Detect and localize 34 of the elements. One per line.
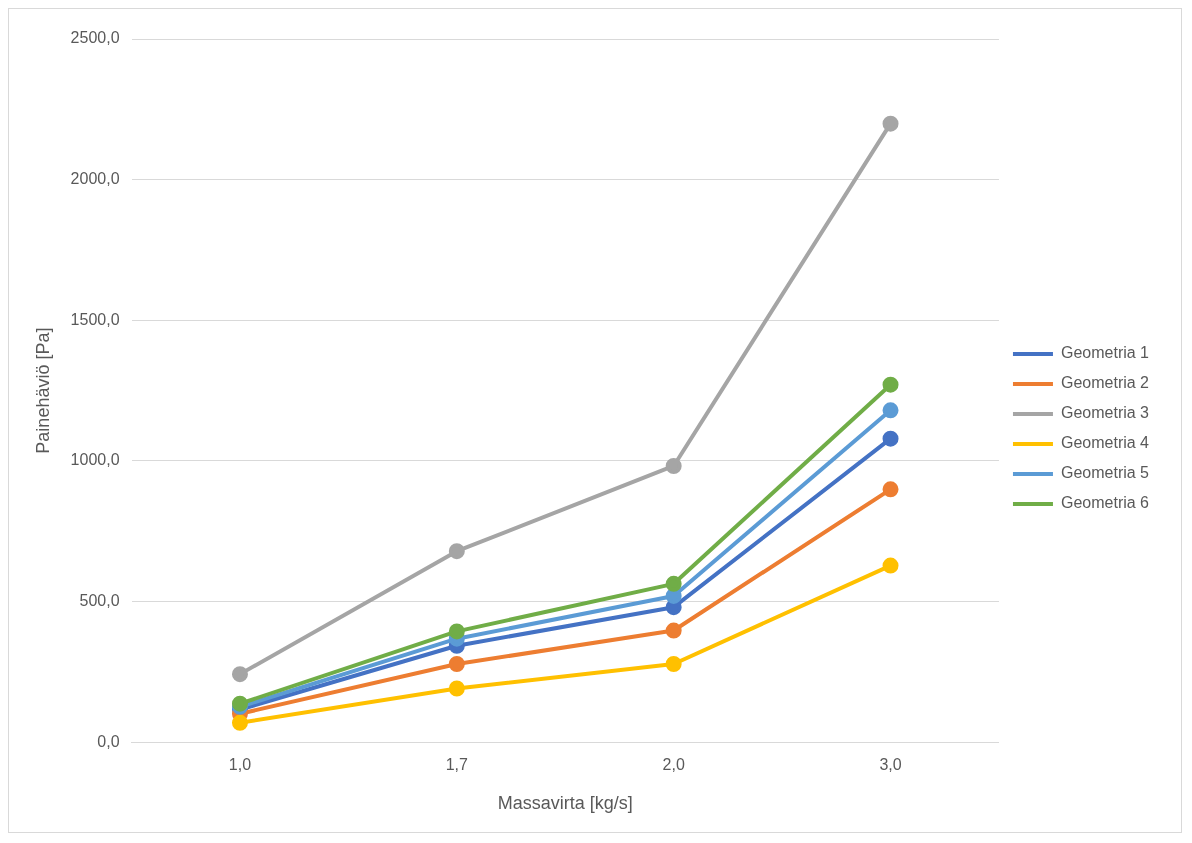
x-axis-title: Massavirta [kg/s]	[497, 793, 633, 814]
point	[882, 430, 899, 447]
legend-label: Geometria 5	[1060, 464, 1150, 482]
y-tick-label: 500,0	[79, 591, 120, 609]
point	[231, 714, 248, 731]
point	[448, 623, 465, 640]
x-tick-label: 3,0	[879, 756, 902, 774]
y-tick-label: 2000,0	[70, 170, 120, 188]
point	[882, 557, 899, 574]
point	[665, 575, 682, 592]
legend-label: Geometria 6	[1060, 494, 1150, 512]
point	[882, 376, 899, 393]
legend-label: Geometria 2	[1060, 374, 1150, 392]
x-tick-label: 2,0	[662, 756, 685, 774]
y-tick-label: 1500,0	[70, 310, 120, 328]
x-tick-label: 1,0	[228, 756, 252, 774]
y-tick-label: 1000,0	[70, 451, 120, 469]
y-axis-title: Painehäviö [Pa]	[32, 327, 53, 454]
point	[665, 656, 682, 672]
legend-label: Geometria 1	[1060, 344, 1150, 362]
point	[882, 115, 899, 132]
x-tick-label: 1,7	[445, 756, 469, 774]
point	[448, 543, 465, 560]
y-tick-label: 0,0	[97, 732, 120, 750]
point	[231, 666, 248, 683]
point	[448, 680, 465, 697]
point	[665, 622, 682, 639]
legend-label: Geometria 4	[1060, 434, 1150, 452]
point	[882, 481, 899, 498]
y-tick-label: 2500,0	[70, 29, 120, 47]
point	[448, 656, 465, 672]
point	[882, 402, 899, 419]
point	[665, 457, 682, 474]
legend-label: Geometria 3	[1060, 404, 1150, 422]
